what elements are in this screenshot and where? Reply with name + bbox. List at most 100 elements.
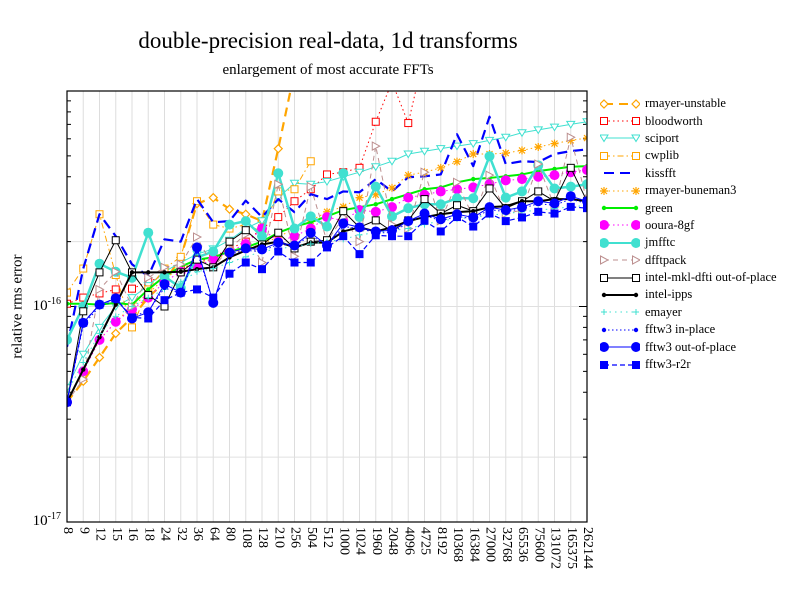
fftw3-r2r-point bbox=[469, 222, 478, 231]
ooura-8gf-point bbox=[403, 192, 414, 203]
cwplib-point bbox=[193, 197, 201, 206]
bloodworth-point bbox=[404, 119, 413, 128]
sciport-point bbox=[517, 129, 527, 138]
fftw3-r2r-point bbox=[355, 250, 364, 259]
legend-label: jmfftc bbox=[645, 235, 676, 250]
legend-marker bbox=[600, 220, 609, 231]
x-tick-label: 262144 bbox=[580, 527, 595, 569]
x-tick-label: 165375 bbox=[563, 527, 579, 569]
legend-item-emayer: emayer bbox=[600, 304, 777, 321]
rmayer-buneman3-point bbox=[404, 171, 413, 180]
emayer-point bbox=[145, 294, 152, 301]
legend-marker bbox=[600, 98, 609, 109]
legend-label: kissfft bbox=[645, 165, 677, 180]
y-tick-base: 10 bbox=[32, 297, 48, 314]
jmfftc-point bbox=[143, 227, 154, 238]
rmayer-buneman3-legend-swatch bbox=[600, 186, 640, 195]
legend-label: sciport bbox=[645, 130, 680, 145]
dfftpack-legend-swatch bbox=[600, 255, 640, 266]
x-tick-label: 2048 bbox=[385, 527, 400, 555]
fftw3-r2r-point bbox=[225, 269, 234, 278]
fftw3-r2r-point bbox=[128, 313, 136, 322]
legend-marker bbox=[631, 220, 640, 231]
fftw3-out-of-place-point bbox=[435, 214, 446, 225]
x-tick-label: 18 bbox=[141, 527, 157, 541]
dfftpack-point bbox=[371, 141, 381, 151]
x-tick-label: 10368 bbox=[450, 527, 465, 562]
dfftpack-point bbox=[79, 374, 89, 385]
emayer-point bbox=[177, 278, 184, 285]
fftw3-r2r-point bbox=[95, 300, 104, 309]
intel-ipps-point bbox=[81, 367, 86, 372]
legend-label: intel-mkl-dfti out-of-place bbox=[645, 270, 777, 285]
chart-subtitle: enlargement of most accurate FFTs bbox=[222, 62, 434, 78]
dfftpack-point bbox=[355, 236, 365, 247]
fftw3-r2r-line bbox=[67, 206, 587, 403]
fftw3-out-of-place-point bbox=[419, 208, 430, 219]
fftw3-in-place-legend-swatch bbox=[601, 327, 639, 332]
intel-ipps-legend-swatch bbox=[601, 292, 639, 298]
sciport-point bbox=[452, 142, 462, 151]
dfftpack-point bbox=[566, 132, 576, 143]
bloodworth-point bbox=[389, 79, 396, 86]
legend-marker bbox=[600, 151, 608, 160]
intel-mkl-dfti-out-of-place-point bbox=[339, 207, 348, 216]
x-tick-label: 8 bbox=[60, 527, 75, 534]
bloodworth-point bbox=[421, 50, 428, 57]
fftw3-out-of-place-point bbox=[549, 198, 560, 209]
legend-marker bbox=[632, 255, 640, 266]
intel-mkl-dfti-out-of-place-point bbox=[111, 236, 120, 245]
fftw3-r2r-point bbox=[453, 213, 461, 222]
fftw3-out-of-place-point bbox=[500, 205, 511, 216]
emayer-point bbox=[405, 225, 412, 232]
legend-marker bbox=[601, 205, 607, 211]
legend-label: fftw3 in-place bbox=[645, 322, 716, 337]
intel-ipps-point bbox=[146, 270, 151, 275]
sciport-point bbox=[127, 294, 137, 303]
jmfftc-point bbox=[224, 219, 235, 230]
fftw3-r2r-point bbox=[79, 318, 88, 327]
bloodworth-point bbox=[290, 197, 299, 206]
legend-label: emayer bbox=[645, 304, 682, 319]
fftw3-out-of-place-point bbox=[192, 242, 202, 253]
x-tick-label: 16384 bbox=[466, 527, 482, 562]
emayer-point bbox=[356, 231, 363, 238]
legend-item-kissfft: kissfft bbox=[600, 165, 777, 182]
ooura-8gf-point bbox=[500, 175, 511, 186]
cwplib-point bbox=[274, 187, 283, 196]
series-kissfft bbox=[67, 115, 587, 348]
fftw3-r2r-point bbox=[518, 213, 526, 222]
kissfft-legend-swatch bbox=[604, 172, 636, 175]
legend-item-green: green bbox=[600, 199, 777, 216]
rmayer-buneman3-point bbox=[501, 149, 510, 158]
legend-label: intel-ipps bbox=[645, 287, 693, 302]
dfftpack-point bbox=[420, 167, 430, 178]
fftw3-r2r-point bbox=[290, 258, 299, 267]
sciport-point bbox=[67, 384, 72, 393]
legend-marker bbox=[633, 292, 639, 298]
rmayer-unstable-point bbox=[273, 143, 284, 154]
cwplib-point bbox=[290, 185, 299, 194]
intel-ipps-point bbox=[162, 270, 167, 275]
fftw3-r2r-point bbox=[501, 217, 510, 226]
fftw3-r2r-point bbox=[258, 265, 266, 274]
jmfftc-point bbox=[500, 192, 511, 203]
legend-marker bbox=[600, 237, 609, 248]
green-point bbox=[146, 287, 151, 292]
intel-ipps-point bbox=[471, 208, 476, 214]
green-legend-swatch bbox=[601, 205, 639, 211]
bloodworth-point bbox=[111, 285, 120, 294]
jmfftc-point bbox=[370, 181, 381, 192]
cwplib-point bbox=[67, 288, 71, 297]
jmfftc-point bbox=[517, 186, 527, 197]
legend-marker bbox=[632, 273, 640, 282]
intel-ipps-point bbox=[97, 335, 102, 340]
fftw3-r2r-point bbox=[550, 209, 559, 218]
fftw3-r2r-point bbox=[420, 216, 429, 225]
rmayer-buneman3-point bbox=[436, 163, 445, 172]
sciport-point bbox=[419, 147, 430, 156]
intel-mkl-dfti-out-of-place-point bbox=[420, 195, 429, 204]
x-tick-label: 24 bbox=[157, 527, 173, 541]
legend-item-jmfftc: jmfftc bbox=[600, 234, 777, 251]
legend-marker bbox=[601, 292, 607, 298]
